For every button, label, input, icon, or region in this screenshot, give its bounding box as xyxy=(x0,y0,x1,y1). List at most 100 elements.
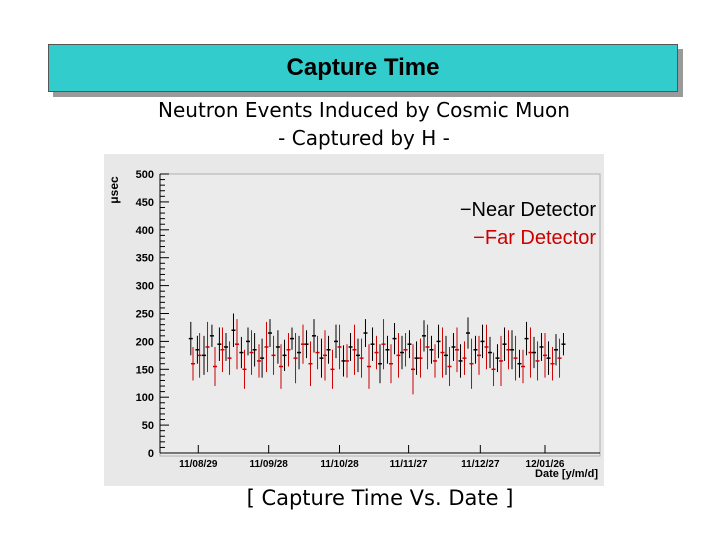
data-point xyxy=(231,313,236,347)
data-point xyxy=(414,341,419,375)
data-point xyxy=(440,327,445,378)
data-point xyxy=(257,344,261,378)
data-point xyxy=(220,327,225,373)
data-point xyxy=(359,338,364,378)
x-tick-label: 12/01/26 xyxy=(526,459,565,470)
y-axis-label: μsec xyxy=(107,176,121,204)
data-point xyxy=(521,349,525,384)
data-point xyxy=(374,335,379,370)
data-point xyxy=(561,333,566,356)
data-point xyxy=(205,321,210,373)
data-point xyxy=(444,335,448,375)
y-tick-label: 400 xyxy=(136,225,154,237)
data-point xyxy=(488,336,492,369)
data-point xyxy=(554,334,558,366)
data-point xyxy=(532,336,536,369)
data-point xyxy=(367,344,371,389)
data-point xyxy=(213,346,217,387)
data-point xyxy=(528,327,533,378)
data-point xyxy=(381,319,386,370)
data-point xyxy=(304,330,309,359)
data-point xyxy=(499,335,503,387)
data-point xyxy=(392,322,397,355)
data-point xyxy=(429,335,434,364)
data-point xyxy=(433,344,437,378)
data-point xyxy=(217,327,222,361)
x-tick-label: 11/11/27 xyxy=(390,459,428,470)
data-point xyxy=(252,333,257,367)
data-point xyxy=(510,330,514,370)
data-point xyxy=(396,333,401,378)
data-point xyxy=(543,333,547,378)
data-point xyxy=(477,335,481,375)
data-point xyxy=(290,327,294,350)
data-point xyxy=(268,319,272,347)
data-point xyxy=(407,330,412,359)
y-tick-label: 500 xyxy=(136,169,154,181)
data-point xyxy=(195,335,200,364)
data-point xyxy=(271,335,276,375)
data-point xyxy=(348,333,353,361)
data-point xyxy=(363,319,368,347)
data-point xyxy=(473,335,478,364)
data-point xyxy=(557,338,562,378)
data-point xyxy=(411,344,415,395)
data-point xyxy=(451,333,456,361)
legend-entry: −Far Detector xyxy=(473,227,596,249)
data-point xyxy=(188,321,193,356)
data-point xyxy=(249,330,254,375)
data-point xyxy=(334,324,338,359)
data-point xyxy=(224,333,228,361)
data-point xyxy=(469,338,474,389)
slide-title: Capture Time xyxy=(286,54,440,81)
data-point xyxy=(246,327,250,356)
x-tick-label: 11/12/27 xyxy=(461,459,500,470)
data-point xyxy=(264,321,269,373)
data-point xyxy=(312,319,316,353)
data-point xyxy=(330,349,335,389)
data-point xyxy=(462,341,467,375)
data-point xyxy=(403,333,408,367)
data-point xyxy=(484,324,489,370)
data-point xyxy=(389,344,393,384)
data-point xyxy=(239,336,244,369)
data-point xyxy=(275,330,280,364)
data-point xyxy=(447,346,452,387)
data-point xyxy=(293,333,298,384)
data-point xyxy=(301,324,305,364)
data-point xyxy=(308,341,313,387)
data-point xyxy=(458,344,463,378)
data-point xyxy=(209,324,214,347)
data-point xyxy=(341,345,346,377)
data-point xyxy=(282,339,287,371)
data-point xyxy=(370,327,375,361)
data-point xyxy=(491,352,496,387)
data-point xyxy=(466,317,470,349)
data-point xyxy=(400,335,404,370)
data-point xyxy=(260,338,265,378)
data-point xyxy=(286,333,291,367)
data-point xyxy=(539,333,544,361)
legend-entry: −Near Detector xyxy=(460,199,597,221)
y-tick-label: 450 xyxy=(136,197,154,209)
data-point xyxy=(422,320,426,352)
y-tick-label: 100 xyxy=(136,392,154,404)
data-point xyxy=(480,324,485,359)
y-tick-label: 250 xyxy=(136,309,154,321)
data-point xyxy=(337,324,342,370)
data-point xyxy=(279,344,283,389)
data-point xyxy=(535,341,540,381)
data-point xyxy=(385,335,390,364)
data-point xyxy=(297,335,302,370)
figure-caption: [ Capture Time Vs. Date ] xyxy=(246,486,514,510)
data-point xyxy=(378,344,382,384)
data-point xyxy=(227,341,232,375)
capture-time-chart: 0 50 100 150 200 250 300 350 400 450 500 11/08/29 11… xyxy=(104,154,604,486)
y-tick-label: 200 xyxy=(136,336,154,348)
data-point xyxy=(546,341,551,375)
data-point xyxy=(242,349,247,389)
data-point xyxy=(425,324,430,370)
data-point xyxy=(436,324,441,359)
data-point xyxy=(326,335,331,364)
data-point xyxy=(524,321,529,356)
